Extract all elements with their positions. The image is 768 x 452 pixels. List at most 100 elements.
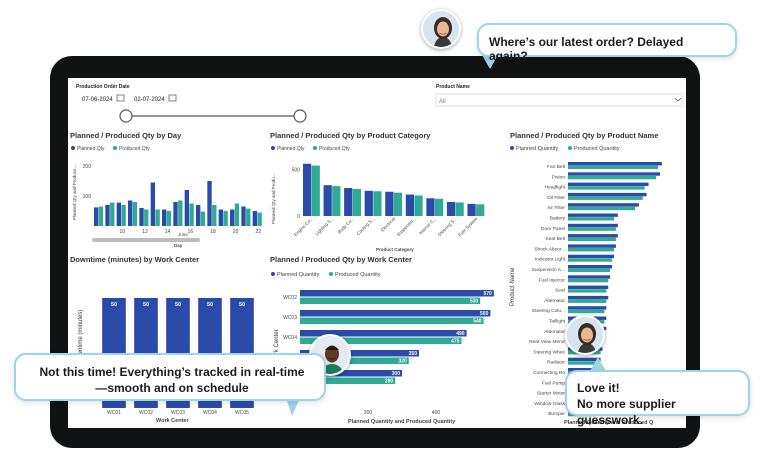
bar: [234, 203, 240, 226]
tick-label: 200: [364, 410, 373, 416]
x-group-label: June: [178, 232, 188, 237]
tick-label: WC03: [283, 315, 297, 321]
woman-avatar-icon: [423, 11, 459, 47]
x-ticks: Engine Co... Lighting S... Body Co... Cooli…: [293, 216, 479, 237]
legend-label: Produced Quantity: [574, 146, 620, 152]
bar: [373, 191, 382, 216]
bar: [105, 205, 110, 226]
bar: [568, 175, 657, 180]
tick-label: Fuel Pump: [542, 380, 566, 386]
bar: [144, 209, 149, 226]
data-label: 280: [385, 379, 394, 385]
tick-label: 10: [120, 229, 126, 235]
tick-label: Window Glass: [534, 401, 565, 407]
bar: [393, 192, 403, 216]
bar: [568, 172, 660, 176]
axis-label-x: Work Center: [156, 418, 189, 424]
bars-by-day: [94, 181, 262, 226]
x-ticks: 10 12 14 16 18 20 22: [120, 229, 262, 235]
tick-label: 16: [188, 229, 194, 235]
chart-title: Planned / Produced Qty by Product Name: [510, 131, 658, 140]
data-label: 50: [207, 302, 213, 308]
bar: [568, 265, 613, 269]
date-slider-handle-start[interactable]: [119, 109, 133, 123]
bar: [568, 295, 609, 300]
bar: [332, 186, 341, 216]
bar: [200, 211, 206, 226]
tick-label: Indicator Light: [535, 257, 566, 263]
tick-label: 500: [292, 167, 301, 173]
bar: [414, 195, 423, 216]
product-filter-dropdown[interactable]: [435, 93, 683, 107]
axis-label-y: Planned Qty and Produ...: [271, 173, 276, 224]
bar: [568, 237, 616, 242]
chevron-down-icon[interactable]: [674, 97, 682, 102]
bar: [568, 268, 611, 272]
tick-label: Piston: [552, 174, 566, 180]
bar: [568, 203, 639, 207]
axis-label-x: Day: [174, 243, 183, 248]
data-label: 490: [456, 331, 465, 337]
bar: [568, 289, 607, 293]
chat-message: —smooth and on schedule: [95, 381, 249, 395]
date-slider-handle-end[interactable]: [293, 109, 307, 123]
bar: [150, 182, 156, 226]
calendar-icon[interactable]: [116, 94, 125, 102]
legend-swatch-produced: [313, 146, 317, 150]
bubble-tail: [286, 398, 300, 416]
data-label: 540: [473, 319, 482, 325]
bar: [218, 209, 224, 226]
bar: [189, 203, 194, 226]
chat-message: No more supplier guesswork.: [577, 397, 676, 427]
bar: [223, 211, 228, 226]
bar: [212, 205, 217, 226]
bar: [568, 254, 614, 259]
data-label: 350: [409, 351, 418, 357]
x-ticks: 200 400: [364, 410, 441, 416]
calendar-icon[interactable]: [168, 94, 177, 102]
date-end-field[interactable]: [128, 93, 178, 103]
bars-by-work-center: WC02570530WC03560540WC04490475WC01350320…: [283, 290, 494, 385]
bar: [446, 202, 456, 216]
chart-title: Planned / Produced Qty by Product Catego…: [270, 131, 431, 140]
tick-label: WC02: [139, 410, 153, 416]
data-label: 560: [480, 311, 489, 317]
bar: [300, 330, 467, 337]
bar: [178, 200, 183, 226]
y-ticks: 100 200: [83, 164, 92, 200]
axis-label-y: Downtime (minutes): [78, 310, 84, 363]
bar: [116, 202, 122, 226]
bar: [568, 217, 614, 221]
tick-label: Bumper: [548, 411, 565, 417]
tick-label: Lighting S...: [314, 216, 334, 236]
bubble-tail: [590, 357, 606, 371]
data-label: 50: [143, 302, 149, 308]
legend-label: Planned Quantity: [277, 272, 319, 278]
tick-label: Door Panel: [541, 226, 565, 232]
bar: [303, 163, 312, 216]
bar: [568, 306, 607, 310]
x-ticks: WC01 WC02 WC03 WC04 WC05: [107, 410, 249, 416]
legend-swatch-produced: [113, 146, 117, 150]
product-filter-value: All: [439, 99, 446, 105]
date-start-field[interactable]: [76, 93, 126, 103]
bar: [434, 198, 444, 216]
bar: [568, 213, 618, 217]
tick-label: Suspension A...: [532, 267, 565, 273]
bar: [94, 207, 99, 226]
product-filter-label: Product Name: [436, 84, 470, 90]
tick-label: Rear View Mirror: [529, 339, 565, 345]
bar: [98, 206, 104, 226]
bar: [300, 370, 402, 377]
horizontal-scrollbar[interactable]: [92, 238, 200, 242]
tick-label: 22: [256, 229, 262, 235]
bar: [352, 188, 361, 216]
bar: [241, 206, 246, 226]
tick-label: Radiator: [547, 360, 566, 366]
tick-label: Interior C...: [418, 216, 437, 235]
bar: [568, 275, 611, 279]
woman-avatar-icon: [567, 317, 603, 353]
bar: [300, 357, 409, 364]
tick-label: Alternator: [544, 329, 565, 335]
bar: [230, 209, 235, 226]
